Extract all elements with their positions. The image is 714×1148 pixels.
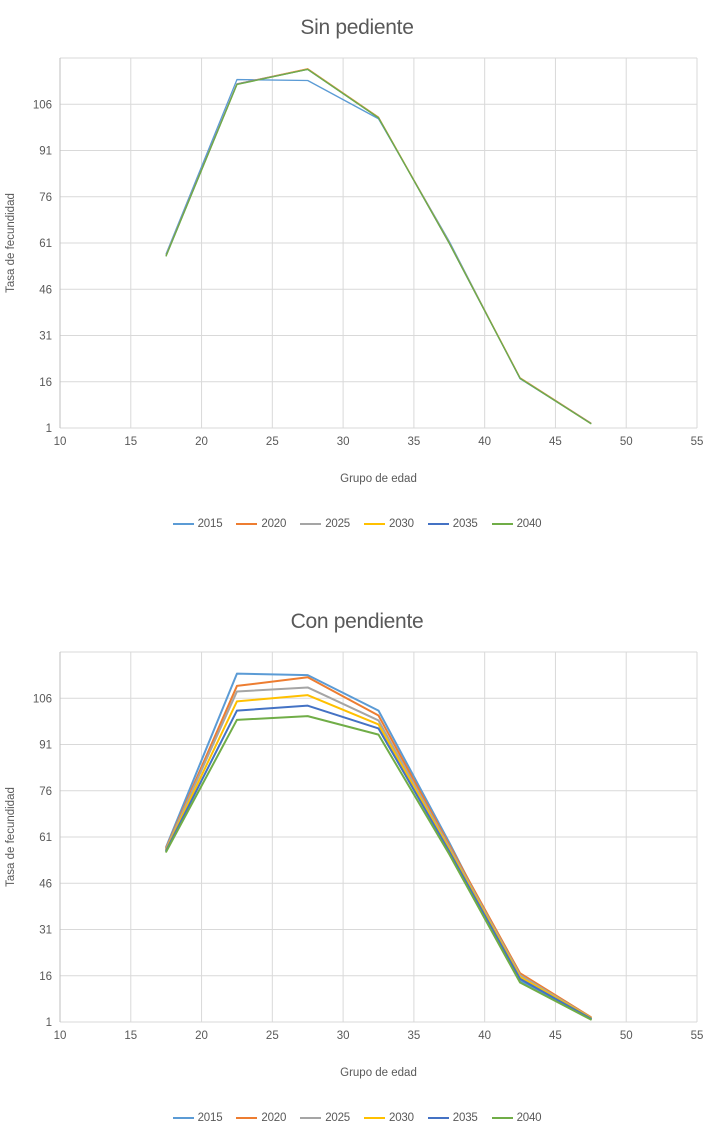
series-line-2025 [165,686,592,1019]
legend-swatch-2035 [427,523,449,525]
x-axis-label: Grupo de edad [340,1067,417,1079]
line-chart-con-pendiente: 10 15 20 25 30 35 40 45 50 55 1 16 31 46 61 76 91 106 Grup… [5,651,704,1079]
y-tick-label: 91 [39,146,52,158]
x-tick-label: 50 [620,1030,633,1042]
legend-label-2040: 2040 [516,1112,542,1124]
x-tick-label: 15 [124,436,137,448]
chart-block-con-pendiente: Con pendiente 10 15 20 25 30 35 40 45 50 55 1 16 31 4… [0,600,714,1128]
series-line-2020 [165,68,592,424]
series-line-2040 [165,68,592,425]
series-line-2035 [165,704,592,1020]
x-tick-label: 35 [407,1030,420,1042]
legend-item-2035: 2035 [427,518,478,530]
series-line-2030 [165,694,592,1019]
y-tick-label: 76 [39,192,52,204]
x-tick-label: 20 [195,1030,208,1042]
y-tick-label: 76 [39,786,52,798]
legend-swatch-2020 [236,1117,258,1119]
chart-title-con-pendiente: Con pendiente [290,610,424,633]
legend-item-2020: 2020 [236,518,286,530]
legend-label-2030: 2030 [389,518,414,530]
y-axis-label: Tasa de fecundidad [5,787,17,887]
x-tick-label: 50 [620,436,633,448]
x-tick-label: 30 [337,1030,350,1042]
x-tick-label: 25 [266,1030,279,1042]
y-tick-label: 91 [39,740,52,752]
x-tick-label: 10 [54,1030,67,1042]
legend-label-2020: 2020 [261,518,287,530]
y-tick-label: 1 [46,423,52,435]
legend-label-2015: 2015 [197,518,223,530]
legend-item-2035: 2035 [427,1112,478,1124]
legend-item-2020: 2020 [236,1112,286,1124]
series-line-2040 [165,715,592,1021]
x-tick-label: 45 [549,436,562,448]
x-tick-label: 35 [407,436,420,448]
line-chart-sin-pediente: 10 15 20 25 30 35 40 45 50 55 1 16 31 46 61 76 91 106 Grup… [5,57,704,485]
x-tick-label: 25 [266,436,279,448]
legend-label-2025: 2025 [325,1112,350,1124]
x-tick-label: 55 [691,436,704,448]
chart-block-sin-pediente: Sin pediente 10 15 20 25 30 35 40 45 50 55 1 16 31 46… [0,6,714,534]
y-tick-label: 106 [33,693,52,705]
x-tick-label: 30 [337,436,350,448]
y-tick-label: 46 [39,878,52,890]
y-tick-label: 16 [39,377,52,389]
legend-swatch-2020 [236,523,258,525]
x-tick-label: 45 [549,1030,562,1042]
x-tick-label: 10 [54,436,67,448]
legend-sin-pediente: 2015 2020 2025 2030 2035 2040 [0,514,714,534]
legend-swatch-2035 [427,1117,449,1119]
legend-label-2030: 2030 [389,1112,414,1124]
legend-con-pendiente: 2015 2020 2025 2030 2035 2040 [0,1108,714,1128]
y-axis-label: Tasa de fecundidad [5,193,17,293]
chart-title-sin-pediente: Sin pediente [300,16,414,39]
y-tick-label: 46 [39,284,52,296]
series-line-2035 [165,68,592,425]
y-tick-label: 31 [39,925,52,937]
x-tick-label: 15 [124,1030,137,1042]
legend-item-2030: 2030 [364,518,414,530]
legend-swatch-2025 [300,1117,322,1119]
legend-label-2040: 2040 [516,518,542,530]
legend-swatch-2040 [491,523,513,525]
legend-label-2015: 2015 [197,1112,223,1124]
y-tick-label: 1 [46,1017,52,1029]
y-tick-label: 61 [39,238,52,250]
legend-swatch-2030 [364,1117,385,1119]
series-line-2030 [165,68,592,425]
legend-item-2040: 2040 [491,1112,542,1124]
series-line-2015 [165,78,592,425]
x-tick-label: 20 [195,436,208,448]
legend-item-2015: 2015 [172,518,223,530]
x-tick-label: 55 [691,1030,704,1042]
x-tick-label: 40 [478,1030,491,1042]
y-tick-label: 31 [39,331,52,343]
legend-swatch-2030 [364,523,385,525]
legend-swatch-2015 [172,1117,194,1119]
legend-label-2035: 2035 [452,1112,478,1124]
legend-item-2015: 2015 [172,1112,223,1124]
y-tick-label: 16 [39,971,52,983]
x-tick-label: 40 [478,436,491,448]
legend-swatch-2040 [491,1117,513,1119]
y-tick-label: 61 [39,832,52,844]
series-line-2025 [165,68,592,425]
legend-item-2025: 2025 [300,1112,350,1124]
legend-swatch-2025 [300,523,322,525]
legend-label-2020: 2020 [261,1112,287,1124]
legend-item-2030: 2030 [364,1112,414,1124]
legend-item-2025: 2025 [300,518,350,530]
legend-swatch-2015 [172,523,194,525]
legend-label-2025: 2025 [325,518,350,530]
legend-item-2040: 2040 [491,518,542,530]
x-axis-label: Grupo de edad [340,473,417,485]
legend-label-2035: 2035 [452,518,478,530]
y-tick-label: 106 [33,99,52,111]
